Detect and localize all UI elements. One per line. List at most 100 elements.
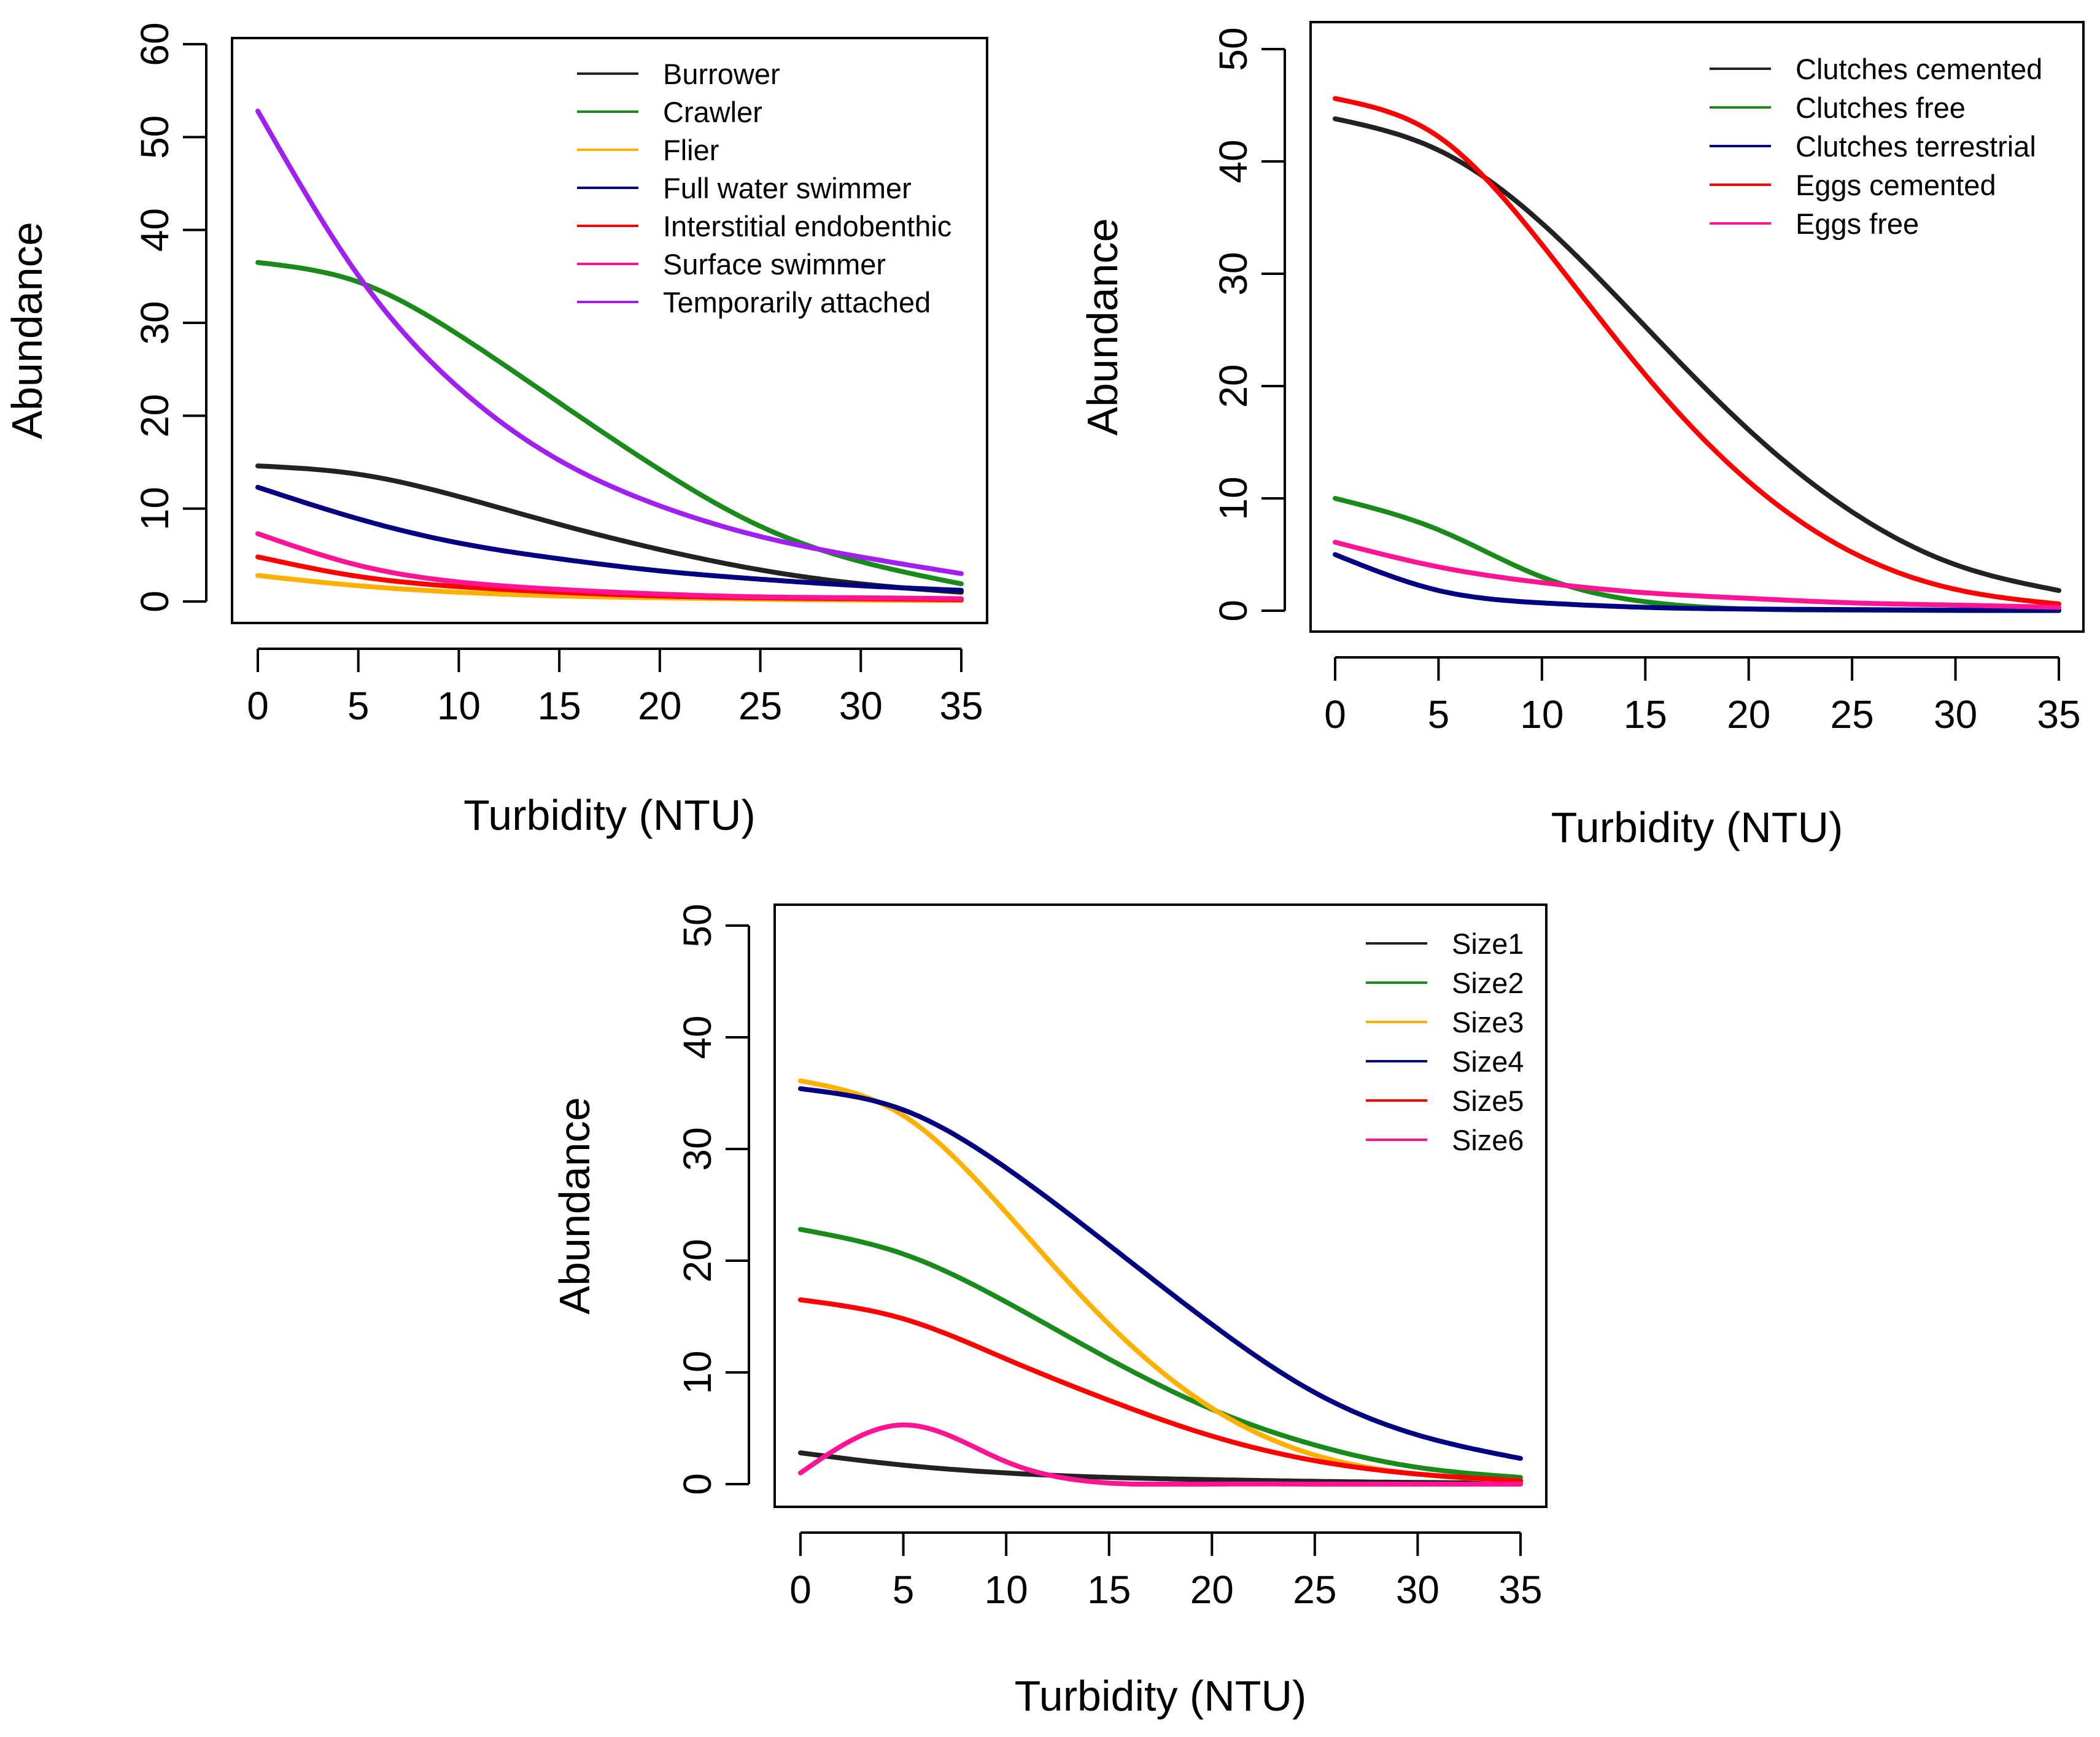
series-line-clutches-terrestrial — [1333, 552, 2061, 613]
x-axis: 0 5 10 15 20 25 30 35 — [247, 648, 983, 728]
series-line-eggs-cemented — [1333, 96, 2061, 606]
x-tick-label: 25 — [1293, 1568, 1336, 1612]
chart-panel-locomotion: 0 5 10 15 20 25 30 35 0 10 20 30 40 50 60 Burrower Cra… — [3, 22, 988, 839]
series-line-temporarily-attached — [255, 109, 964, 576]
x-tick-label: 5 — [893, 1568, 915, 1612]
series-line-size6 — [798, 1422, 1523, 1487]
x-axis-label: Turbidity (NTU) — [1015, 1672, 1307, 1720]
series-line-eggs-free — [1333, 540, 2061, 610]
series-line-size4 — [798, 1086, 1523, 1461]
y-tick-label: 10 — [1211, 476, 1255, 520]
y-tick-label: 30 — [1211, 252, 1255, 295]
legend-label: Eggs cemented — [1796, 169, 1996, 201]
x-tick-label: 25 — [1831, 692, 1874, 737]
y-tick-label: 40 — [675, 1015, 719, 1059]
y-tick-label: 10 — [675, 1350, 719, 1394]
plot-frame — [1309, 21, 2085, 633]
legend-label: Eggs free — [1796, 207, 1919, 240]
legend-label: Temporarily attached — [663, 286, 931, 319]
x-tick-label: 20 — [1727, 692, 1770, 737]
x-tick-label: 30 — [1396, 1568, 1439, 1612]
x-tick-label: 20 — [638, 684, 681, 728]
x-tick-label: 5 — [347, 684, 370, 728]
legend-label: Size1 — [1452, 927, 1524, 960]
x-tick-label: 15 — [1087, 1568, 1131, 1612]
x-tick-label: 25 — [738, 684, 782, 728]
y-axis-label: Abundance — [1079, 218, 1126, 435]
y-axis: 0 10 20 30 40 50 — [1211, 27, 1286, 622]
x-tick-label: 15 — [538, 684, 581, 728]
x-tick-label: 15 — [1624, 692, 1667, 737]
x-tick-label: 30 — [1934, 692, 1977, 737]
y-tick-label: 50 — [675, 903, 719, 947]
x-tick-label: 35 — [2037, 692, 2080, 737]
x-tick-label: 0 — [789, 1568, 812, 1612]
legend: Size1 Size2 Size3 Size4 Size5 Size6 — [1366, 927, 1524, 1156]
legend-label: Clutches terrestrial — [1796, 130, 2036, 163]
x-tick-label: 10 — [985, 1568, 1028, 1612]
y-axis-label: Abundance — [3, 222, 51, 439]
x-tick-label: 10 — [437, 684, 481, 728]
series-line-full-water-swimmer — [255, 484, 964, 593]
y-tick-label: 0 — [1211, 600, 1255, 622]
legend: Clutches cemented Clutches free Clutches t… — [1710, 53, 2042, 240]
legend-label: Size3 — [1452, 1006, 1524, 1039]
series-line-size2 — [798, 1227, 1523, 1480]
series-line-size5 — [798, 1297, 1523, 1484]
y-tick-label: 60 — [133, 22, 177, 66]
x-tick-label: 10 — [1520, 692, 1563, 737]
x-tick-label: 0 — [1324, 692, 1346, 737]
series-line-surface-swimmer — [255, 531, 964, 602]
series-line-burrower — [255, 463, 964, 595]
x-axis: 0 5 10 15 20 25 30 35 — [1324, 656, 2081, 737]
y-axis-label: Abundance — [551, 1097, 599, 1314]
y-tick-label: 50 — [1211, 27, 1255, 71]
series-line-clutches-cemented — [1333, 116, 2061, 594]
legend-label: Interstitial endobenthic — [663, 210, 951, 242]
legend-label: Size5 — [1452, 1085, 1524, 1117]
x-axis: 0 5 10 15 20 25 30 35 — [789, 1531, 1543, 1612]
x-tick-label: 5 — [1428, 692, 1450, 737]
y-tick-label: 40 — [1211, 139, 1255, 183]
plot-frame — [231, 37, 988, 624]
legend-label: Size4 — [1452, 1045, 1524, 1078]
legend-label: Size2 — [1452, 967, 1524, 999]
series-lines — [255, 109, 964, 603]
legend-label: Crawler — [663, 96, 762, 128]
y-tick-label: 20 — [1211, 364, 1255, 408]
legend-label: Burrower — [663, 58, 780, 90]
y-tick-label: 20 — [675, 1239, 719, 1282]
x-tick-label: 20 — [1190, 1568, 1234, 1612]
x-tick-label: 35 — [1498, 1568, 1542, 1612]
legend-label: Flier — [663, 134, 719, 166]
legend-label: Full water swimmer — [663, 172, 912, 204]
y-tick-label: 0 — [133, 590, 177, 613]
y-tick-label: 20 — [133, 394, 177, 438]
x-axis-label: Turbidity (NTU) — [463, 791, 756, 839]
legend: Burrower Crawler Flier Full water swimmer In… — [577, 58, 951, 319]
x-tick-label: 0 — [247, 684, 269, 728]
y-tick-label: 30 — [133, 301, 177, 344]
series-lines — [798, 1078, 1523, 1487]
plot-frame — [773, 903, 1548, 1508]
y-tick-label: 10 — [133, 487, 177, 530]
x-tick-label: 30 — [839, 684, 883, 728]
series-lines — [1333, 96, 2061, 613]
y-axis: 0 10 20 30 40 50 — [675, 903, 750, 1495]
x-axis-label: Turbidity (NTU) — [1551, 803, 1843, 851]
series-line-crawler — [255, 260, 964, 587]
legend-label: Clutches cemented — [1796, 53, 2042, 85]
y-tick-label: 30 — [675, 1127, 719, 1170]
legend-label: Size6 — [1452, 1124, 1524, 1156]
legend-label: Clutches free — [1796, 91, 1966, 124]
y-tick-label: 0 — [675, 1473, 719, 1495]
y-tick-label: 40 — [133, 208, 177, 252]
chart-panel-reproduction: 0 5 10 15 20 25 30 35 0 10 20 30 40 50 Clutches ceme… — [1079, 21, 2085, 851]
legend-label: Surface swimmer — [663, 248, 886, 280]
y-axis: 0 10 20 30 40 50 60 — [133, 22, 207, 613]
x-tick-label: 35 — [939, 684, 983, 728]
y-tick-label: 50 — [133, 115, 177, 159]
